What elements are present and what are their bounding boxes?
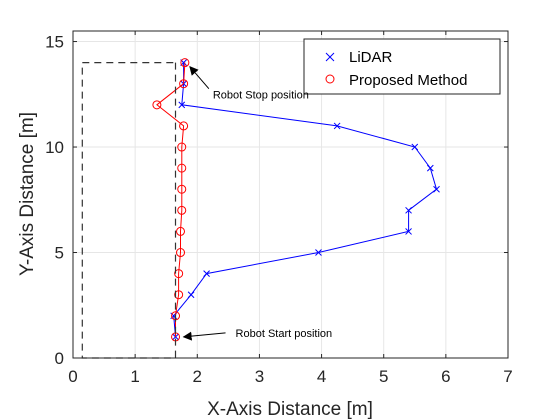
y-tick-label: 15	[45, 33, 64, 52]
annotations: Robot Stop position Robot Start position	[182, 65, 333, 341]
data-point-x-marker	[187, 291, 195, 299]
annotation-text: Robot Start position	[236, 328, 333, 340]
data-point-circle-marker	[177, 142, 187, 152]
legend-marker-lidar	[325, 52, 335, 62]
data-point-x-marker	[172, 333, 179, 341]
x-tick-label: 3	[255, 367, 264, 386]
ticks: 0 1 2 3 4 5 6 7 0 5 10 15	[45, 31, 513, 386]
annotation-arrow	[189, 65, 210, 89]
y-tick-label: 5	[55, 244, 64, 263]
data-point-x-marker	[315, 249, 322, 256]
x-axis-label: X-Axis Distance [m]	[207, 399, 373, 420]
data-point-circle-marker	[177, 205, 187, 215]
legend-box	[303, 38, 501, 95]
series-line	[173, 62, 438, 337]
series-0	[170, 59, 440, 341]
legend-label-proposed: Proposed Method	[349, 72, 467, 89]
data-point-circle-marker	[176, 248, 186, 258]
legend-label-lidar: LiDAR	[349, 49, 393, 66]
data-point-circle-marker	[176, 226, 186, 236]
data-point-x-marker	[178, 101, 186, 109]
data-point-circle-marker	[177, 184, 187, 194]
y-axis-label: Y-Axis Distance [m]	[17, 112, 38, 276]
y-tick-label: 0	[55, 349, 64, 368]
x-tick-label: 4	[317, 367, 326, 386]
annotation-0: Robot Stop position	[189, 65, 309, 102]
data-point-x-marker	[333, 122, 341, 130]
data-point-circle-marker	[177, 163, 187, 173]
x-tick-label: 7	[503, 367, 512, 386]
data-point-circle-marker	[180, 58, 190, 68]
y-tick-label: 10	[45, 138, 64, 157]
data-point-x-marker	[433, 185, 440, 193]
x-tick-label: 0	[68, 367, 77, 386]
legend: LiDAR Proposed Method	[303, 38, 501, 95]
x-tick-label: 5	[379, 367, 388, 386]
data-point-x-marker	[203, 270, 210, 277]
data-point-x-marker	[426, 164, 434, 172]
data-point-circle-marker	[174, 290, 184, 300]
series-1	[152, 58, 190, 342]
data-point-circle-marker	[179, 79, 189, 89]
annotation-arrow	[182, 331, 226, 341]
annotation-1: Robot Start position	[182, 328, 333, 341]
x-tick-label: 1	[130, 367, 139, 386]
data-point-circle-marker	[152, 100, 162, 110]
plot-frame	[72, 30, 509, 359]
x-tick-label: 2	[193, 367, 202, 386]
data-point-x-marker	[411, 143, 419, 151]
data-point-x-marker	[405, 206, 412, 214]
data-point-x-marker	[405, 228, 412, 235]
data-point-circle-marker	[174, 269, 184, 279]
data-point-circle-marker	[179, 121, 189, 131]
annotation-text: Robot Stop position	[213, 90, 309, 102]
legend-marker-proposed	[325, 74, 335, 84]
x-tick-label: 6	[441, 367, 450, 386]
